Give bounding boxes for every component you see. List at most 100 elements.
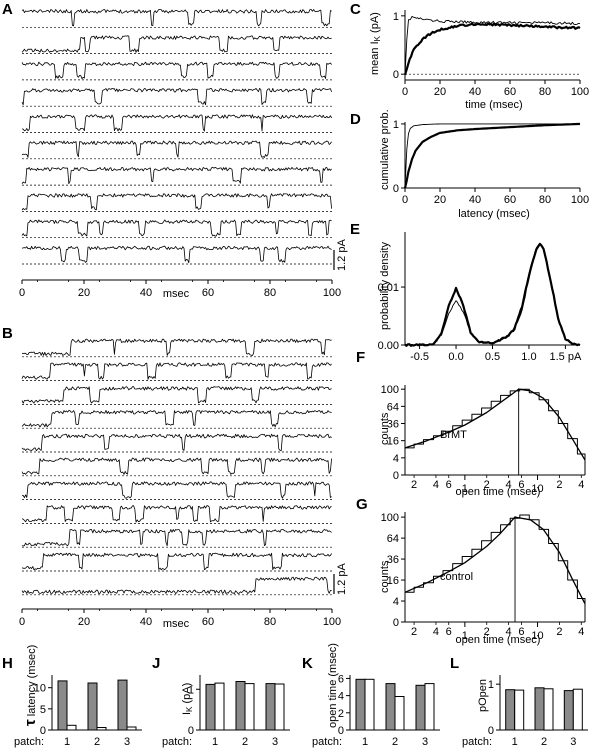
x-minor-tick-label: 2: [484, 479, 490, 491]
y-tick-label: 0: [188, 725, 194, 737]
y-tick-label: 2: [338, 708, 344, 720]
x-minor-tick-label: 4: [578, 626, 584, 638]
time-tick-label: 60: [202, 287, 214, 299]
bar-gray: [385, 683, 396, 731]
series-line-thin: [404, 242, 581, 347]
channel-trace: [21, 61, 332, 80]
x-minor-tick-label: 6: [446, 626, 452, 638]
panel-c-x-label: time (msec): [465, 99, 522, 111]
panel-c-plot: 0 20 40 60 80 100 0 1: [393, 10, 589, 98]
x-minor-tick-label: 2: [411, 479, 417, 491]
panel-b-label: B: [2, 325, 13, 342]
patch-caption: patch:: [14, 736, 44, 748]
time-tick-label: 100: [323, 616, 341, 628]
y-tick-label: 1: [488, 679, 494, 691]
channel-trace: [21, 386, 332, 404]
bar-white: [274, 683, 285, 731]
channel-trace: [21, 9, 332, 27]
bar-white: [514, 689, 525, 731]
bar-gray: [87, 682, 98, 731]
x-tick-label: 20: [434, 86, 446, 98]
channel-trace: [21, 457, 332, 475]
x-minor-tick-label: 4: [506, 479, 512, 491]
y-tick-label: 0: [393, 617, 399, 629]
fit-curve: [404, 516, 586, 605]
patch-number: 1: [362, 736, 368, 748]
x-minor-tick-label: 4: [578, 479, 584, 491]
patch-caption: patch:: [312, 736, 342, 748]
y-tick-label: 64: [387, 533, 399, 545]
panel-a-x-unit: msec: [163, 288, 190, 300]
bar-white: [126, 726, 137, 731]
y-tick-label: 0: [393, 183, 399, 195]
panel-a-traces: [21, 9, 332, 265]
x-minor-tick-label: 6: [518, 626, 524, 638]
panel-l-y-label: pOpen: [477, 679, 489, 712]
time-tick-label: 0: [19, 616, 25, 628]
y-tick-label: 4: [393, 453, 399, 465]
y-tick-label: 4: [393, 596, 399, 608]
channel-trace: [21, 481, 332, 499]
panel-b-scale-label: 1.2 pA: [336, 563, 348, 595]
patch-number: 1: [64, 736, 70, 748]
x-minor-tick-label: 6: [446, 479, 452, 491]
panel-l-label: L: [450, 655, 459, 672]
bar-white: [424, 683, 435, 731]
panel-k-label: K: [302, 655, 313, 672]
bar-gray: [117, 679, 128, 731]
bar-gray: [534, 687, 545, 731]
panel-e-y-label: probability density: [379, 241, 391, 330]
x-tick-label: 80: [539, 86, 551, 98]
panel-b: B 0 20 40 60 80 100 msec 1.2 pA: [2, 325, 348, 630]
panel-j: J IK (pA) 0 1 1 2 3 patch:: [152, 655, 290, 748]
x-minor-tick-label: 6: [518, 479, 524, 491]
x-tick-label: 100: [571, 194, 589, 206]
y-tick-label: 16: [387, 436, 399, 448]
bar-white: [96, 727, 107, 731]
panel-a-scale-label: 1.2 pA: [336, 239, 348, 271]
y-tick-label: 0: [338, 725, 344, 737]
y-tick-label: 0: [488, 725, 494, 737]
x-minor-tick-label: 4: [433, 479, 439, 491]
panel-f-label: F: [356, 349, 365, 366]
panel-b-x-unit: msec: [163, 618, 190, 630]
x-minor-tick-label: 2: [411, 626, 417, 638]
x-minor-tick-label: 4: [506, 626, 512, 638]
panel-h-y-label: τ latency (msec): [22, 645, 39, 726]
panel-d-plot: 0 20 40 60 80 100 0 1: [393, 119, 589, 206]
y-tick-label: 0.01: [378, 282, 399, 294]
histogram-steps: [404, 514, 586, 622]
panel-f-annotation: BrMT: [440, 429, 467, 441]
time-tick-label: 60: [202, 616, 214, 628]
y-tick-label: 5: [40, 704, 46, 716]
channel-trace: [21, 576, 332, 594]
panel-j-plot: 0 1 1 2 3 patch:: [162, 675, 290, 748]
channel-trace: [21, 338, 332, 356]
x-tick-label: 1.0: [521, 351, 536, 363]
patch-number: 3: [422, 736, 428, 748]
x-major-tick-label: 10: [531, 630, 543, 642]
x-minor-tick-label: 2: [484, 626, 490, 638]
time-tick-label: 80: [264, 287, 276, 299]
x-minor-tick-label: 2: [556, 479, 562, 491]
panel-b-time-axis: 0 20 40 60 80 100: [19, 608, 341, 628]
patch-caption: patch:: [162, 736, 192, 748]
y-tick-label: 1: [393, 11, 399, 23]
panel-a-label: A: [2, 1, 13, 18]
panel-d-y-label: cumulative prob.: [379, 109, 391, 190]
x-tick-label: 0: [402, 194, 408, 206]
y-tick-label: 16: [387, 575, 399, 587]
time-tick-label: 20: [78, 616, 90, 628]
panel-e: E probability density -0.5 0.0 0.5 1.0 1.5 p…: [350, 221, 582, 363]
x-tick-label: -0.5: [410, 351, 429, 363]
series-line-thick: [403, 122, 581, 189]
time-tick-label: 40: [140, 287, 152, 299]
panel-j-label: J: [152, 655, 160, 672]
channel-trace: [21, 166, 332, 185]
panel-l-plot: 0 1 1 2 3 patch:: [462, 675, 588, 748]
x-tick-label: 60: [504, 194, 516, 206]
patch-number: 3: [570, 736, 576, 748]
